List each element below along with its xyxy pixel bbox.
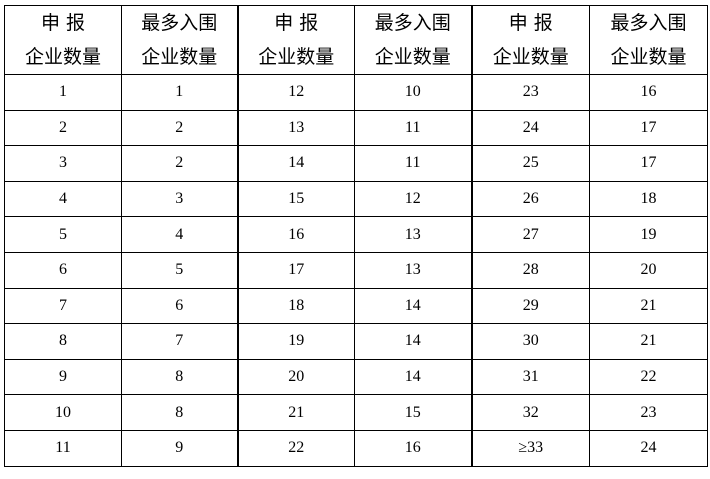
- header-max-shortlisted-count: 最多入围 企业数量: [589, 5, 708, 75]
- max-shortlisted-cell: 19: [589, 216, 708, 253]
- table-row: 7 6 18 14 29 21: [4, 287, 708, 325]
- applicant-count-cell: 19: [236, 323, 355, 360]
- applicant-count-cell: 15: [236, 180, 355, 218]
- header-max-shortlisted-count: 最多入围 企业数量: [121, 5, 238, 75]
- max-shortlisted-cell: 14: [354, 358, 472, 396]
- applicant-count-cell: 8: [4, 323, 122, 360]
- table-row: 9 8 20 14 31 22: [4, 358, 708, 396]
- max-shortlisted-cell: 16: [589, 74, 708, 111]
- max-shortlisted-cell: 7: [121, 323, 238, 360]
- applicant-count-cell: 23: [470, 74, 590, 111]
- table-row: 1 1 12 10 23 16: [4, 74, 708, 111]
- table-row: 8 7 19 14 30 21: [4, 323, 708, 360]
- header-line-2: 企业数量: [374, 46, 451, 68]
- max-shortlisted-cell: 21: [589, 287, 708, 325]
- max-shortlisted-cell: 16: [354, 429, 472, 467]
- applicant-count-cell: 1: [4, 74, 122, 111]
- applicant-count-cell: 13: [236, 109, 355, 147]
- max-shortlisted-cell: 22: [589, 358, 708, 396]
- applicant-count-cell: 24: [470, 109, 590, 147]
- applicant-count-cell: 25: [470, 145, 590, 182]
- max-shortlisted-cell: 3: [121, 180, 238, 218]
- applicant-count-cell: 28: [470, 251, 590, 289]
- max-shortlisted-cell: 18: [589, 180, 708, 218]
- applicant-count-cell: 7: [4, 287, 122, 325]
- max-shortlisted-cell: 2: [121, 145, 238, 182]
- header-line-1: 最多入围: [141, 12, 218, 34]
- max-shortlisted-cell: 6: [121, 287, 238, 325]
- applicant-count-cell: 18: [236, 287, 355, 325]
- applicant-count-cell: 3: [4, 145, 122, 182]
- max-shortlisted-cell: 11: [354, 145, 472, 182]
- header-line-1: 申 报: [508, 12, 553, 34]
- applicant-count-cell: 27: [470, 216, 590, 253]
- max-shortlisted-cell: 15: [354, 394, 472, 431]
- max-shortlisted-cell: 17: [589, 145, 708, 182]
- applicant-count-cell: 20: [236, 358, 355, 396]
- header-line-2: 企业数量: [258, 46, 335, 68]
- header-line-1: 申 报: [274, 12, 319, 34]
- max-shortlisted-cell: 14: [354, 323, 472, 360]
- max-shortlisted-cell: 14: [354, 287, 472, 325]
- header-applicant-count: 申 报企业数量: [4, 5, 122, 75]
- applicant-count-cell: 6: [4, 251, 122, 289]
- applicant-count-cell: 16: [236, 216, 355, 253]
- max-shortlisted-cell: 2: [121, 109, 238, 147]
- applicant-count-cell: 32: [470, 394, 590, 431]
- max-shortlisted-cell: 12: [354, 180, 472, 218]
- table-row: 6 5 17 13 28 20: [4, 251, 708, 289]
- applicant-count-cell: 11: [4, 429, 122, 467]
- max-shortlisted-cell: 5: [121, 251, 238, 289]
- max-shortlisted-cell: 17: [589, 109, 708, 147]
- applicant-count-cell: 5: [4, 216, 122, 253]
- enterprise-quota-table: 申 报企业数量 最多入围 企业数量申 报企业数量 最多入围 企业数量申 报企业数量 最多入…: [4, 5, 708, 467]
- max-shortlisted-cell: 13: [354, 251, 472, 289]
- header-line-2: 企业数量: [24, 46, 101, 68]
- applicant-count-cell: 26: [470, 180, 590, 218]
- header-line-1: 申 报: [40, 12, 86, 34]
- applicant-count-cell: 14: [236, 145, 355, 182]
- applicant-count-cell: 10: [4, 394, 122, 431]
- applicant-count-cell: 30: [470, 323, 590, 360]
- max-shortlisted-cell: 21: [589, 323, 708, 360]
- max-shortlisted-cell: 10: [354, 74, 472, 111]
- applicant-count-cell: 22: [236, 429, 355, 467]
- applicant-count-cell: 4: [4, 180, 122, 218]
- header-applicant-count: 申 报企业数量: [236, 5, 355, 75]
- max-shortlisted-cell: 8: [121, 394, 238, 431]
- table-row: 3 2 14 11 25 17: [4, 145, 708, 182]
- header-line-2: 企业数量: [492, 46, 569, 68]
- header-line-1: 最多入围: [610, 12, 687, 34]
- applicant-count-cell: 2: [4, 109, 122, 147]
- header-line-1: 最多入围: [374, 12, 451, 34]
- header-line-2: 企业数量: [610, 46, 687, 68]
- table-row: 2 2 13 11 24 17: [4, 109, 708, 147]
- max-shortlisted-cell: 13: [354, 216, 472, 253]
- applicant-count-cell: 31: [470, 358, 590, 396]
- applicant-count-cell: 17: [236, 251, 355, 289]
- header-applicant-count: 申 报企业数量: [470, 5, 590, 75]
- applicant-count-cell: 29: [470, 287, 590, 325]
- header-row: 申 报企业数量 最多入围 企业数量申 报企业数量 最多入围 企业数量申 报企业数量 最多入…: [4, 5, 708, 75]
- table-row: 11 9 22 16 ≥33 24: [4, 429, 708, 467]
- table-row: 10 8 21 15 32 23: [4, 394, 708, 431]
- applicant-count-cell: 21: [236, 394, 355, 431]
- header-line-2: 企业数量: [141, 46, 218, 68]
- applicant-count-cell: ≥33: [470, 429, 590, 467]
- max-shortlisted-cell: 11: [354, 109, 472, 147]
- table-row: 4 3 15 12 26 18: [4, 180, 708, 218]
- max-shortlisted-cell: 24: [589, 429, 708, 467]
- applicant-count-cell: 12: [236, 74, 355, 111]
- max-shortlisted-cell: 1: [121, 74, 238, 111]
- max-shortlisted-cell: 9: [121, 429, 238, 467]
- table-row: 5 4 16 13 27 19: [4, 216, 708, 253]
- max-shortlisted-cell: 23: [589, 394, 708, 431]
- max-shortlisted-cell: 4: [121, 216, 238, 253]
- max-shortlisted-cell: 8: [121, 358, 238, 396]
- applicant-count-cell: 9: [4, 358, 122, 396]
- header-max-shortlisted-count: 最多入围 企业数量: [354, 5, 472, 75]
- max-shortlisted-cell: 20: [589, 251, 708, 289]
